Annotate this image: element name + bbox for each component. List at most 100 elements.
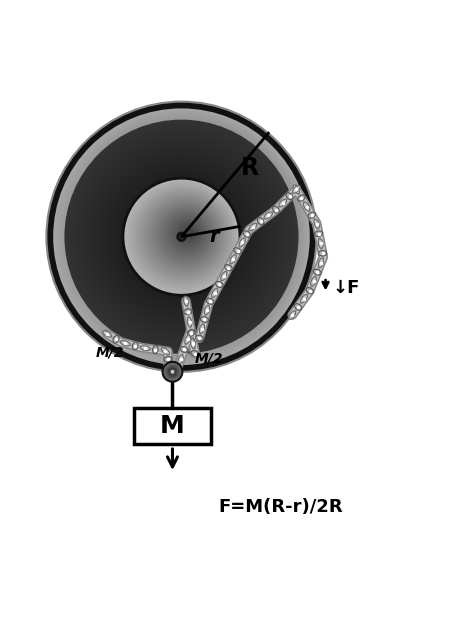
- Circle shape: [166, 365, 179, 378]
- Circle shape: [173, 194, 231, 252]
- Ellipse shape: [185, 335, 190, 344]
- Circle shape: [59, 113, 306, 360]
- Circle shape: [135, 190, 228, 284]
- Circle shape: [57, 111, 307, 362]
- Ellipse shape: [166, 365, 170, 374]
- Circle shape: [150, 200, 220, 270]
- Circle shape: [158, 213, 205, 260]
- Circle shape: [167, 367, 178, 377]
- Circle shape: [154, 180, 244, 270]
- Circle shape: [100, 155, 263, 319]
- Ellipse shape: [140, 346, 150, 351]
- Ellipse shape: [313, 269, 321, 275]
- Circle shape: [182, 225, 197, 241]
- Circle shape: [114, 170, 249, 304]
- Ellipse shape: [318, 239, 323, 248]
- Ellipse shape: [187, 317, 192, 327]
- Circle shape: [102, 157, 260, 316]
- Circle shape: [170, 225, 193, 248]
- Circle shape: [127, 161, 262, 296]
- Circle shape: [55, 110, 308, 363]
- Circle shape: [146, 175, 249, 277]
- Circle shape: [92, 136, 284, 328]
- Circle shape: [195, 209, 217, 232]
- Circle shape: [164, 187, 238, 260]
- Circle shape: [96, 139, 282, 324]
- Circle shape: [141, 193, 227, 278]
- Circle shape: [167, 222, 196, 252]
- Circle shape: [94, 149, 269, 324]
- Circle shape: [171, 371, 174, 373]
- Ellipse shape: [286, 193, 293, 200]
- Circle shape: [125, 159, 263, 298]
- Circle shape: [148, 176, 248, 275]
- Circle shape: [168, 189, 235, 257]
- Circle shape: [88, 133, 287, 332]
- Circle shape: [123, 158, 264, 299]
- Circle shape: [53, 108, 310, 365]
- Circle shape: [110, 148, 273, 312]
- Circle shape: [170, 191, 234, 255]
- Circle shape: [170, 369, 175, 374]
- Circle shape: [144, 198, 220, 275]
- Circle shape: [136, 189, 230, 283]
- Circle shape: [163, 362, 183, 381]
- Ellipse shape: [173, 367, 181, 372]
- Circle shape: [199, 212, 215, 228]
- Ellipse shape: [206, 298, 214, 304]
- Circle shape: [79, 134, 284, 339]
- Circle shape: [143, 195, 225, 276]
- Circle shape: [86, 132, 288, 334]
- Circle shape: [167, 366, 178, 378]
- Circle shape: [205, 216, 211, 222]
- Ellipse shape: [212, 289, 218, 298]
- Ellipse shape: [300, 294, 308, 303]
- Circle shape: [82, 129, 291, 337]
- Ellipse shape: [234, 248, 241, 254]
- Circle shape: [98, 140, 281, 323]
- Circle shape: [184, 227, 195, 239]
- Circle shape: [70, 125, 293, 348]
- Circle shape: [148, 198, 222, 272]
- Circle shape: [117, 172, 246, 301]
- Ellipse shape: [188, 330, 194, 337]
- Ellipse shape: [180, 347, 188, 353]
- Circle shape: [133, 165, 258, 290]
- Text: R: R: [241, 156, 259, 180]
- Circle shape: [107, 147, 275, 314]
- Ellipse shape: [293, 186, 300, 193]
- Ellipse shape: [293, 185, 299, 194]
- Circle shape: [155, 211, 208, 263]
- Circle shape: [164, 364, 180, 380]
- Circle shape: [183, 201, 225, 243]
- Circle shape: [201, 213, 213, 226]
- Circle shape: [139, 191, 228, 280]
- Circle shape: [169, 368, 176, 376]
- Circle shape: [65, 116, 302, 354]
- Circle shape: [172, 371, 173, 372]
- Circle shape: [164, 211, 210, 257]
- Circle shape: [91, 146, 272, 328]
- Circle shape: [77, 125, 294, 343]
- Circle shape: [84, 131, 289, 336]
- Bar: [134, 408, 211, 444]
- Circle shape: [178, 196, 229, 248]
- Circle shape: [197, 211, 216, 230]
- Circle shape: [159, 207, 214, 262]
- Circle shape: [85, 140, 278, 333]
- Ellipse shape: [318, 251, 327, 256]
- Circle shape: [140, 196, 222, 278]
- Circle shape: [166, 188, 236, 259]
- Circle shape: [156, 182, 243, 268]
- Circle shape: [67, 118, 301, 352]
- Ellipse shape: [243, 231, 251, 237]
- Circle shape: [187, 204, 222, 239]
- Circle shape: [170, 216, 205, 251]
- Text: r: r: [210, 227, 219, 246]
- Circle shape: [135, 166, 256, 288]
- Ellipse shape: [264, 212, 273, 219]
- Ellipse shape: [120, 340, 130, 346]
- Circle shape: [173, 228, 190, 246]
- Circle shape: [177, 232, 186, 241]
- Circle shape: [162, 186, 239, 262]
